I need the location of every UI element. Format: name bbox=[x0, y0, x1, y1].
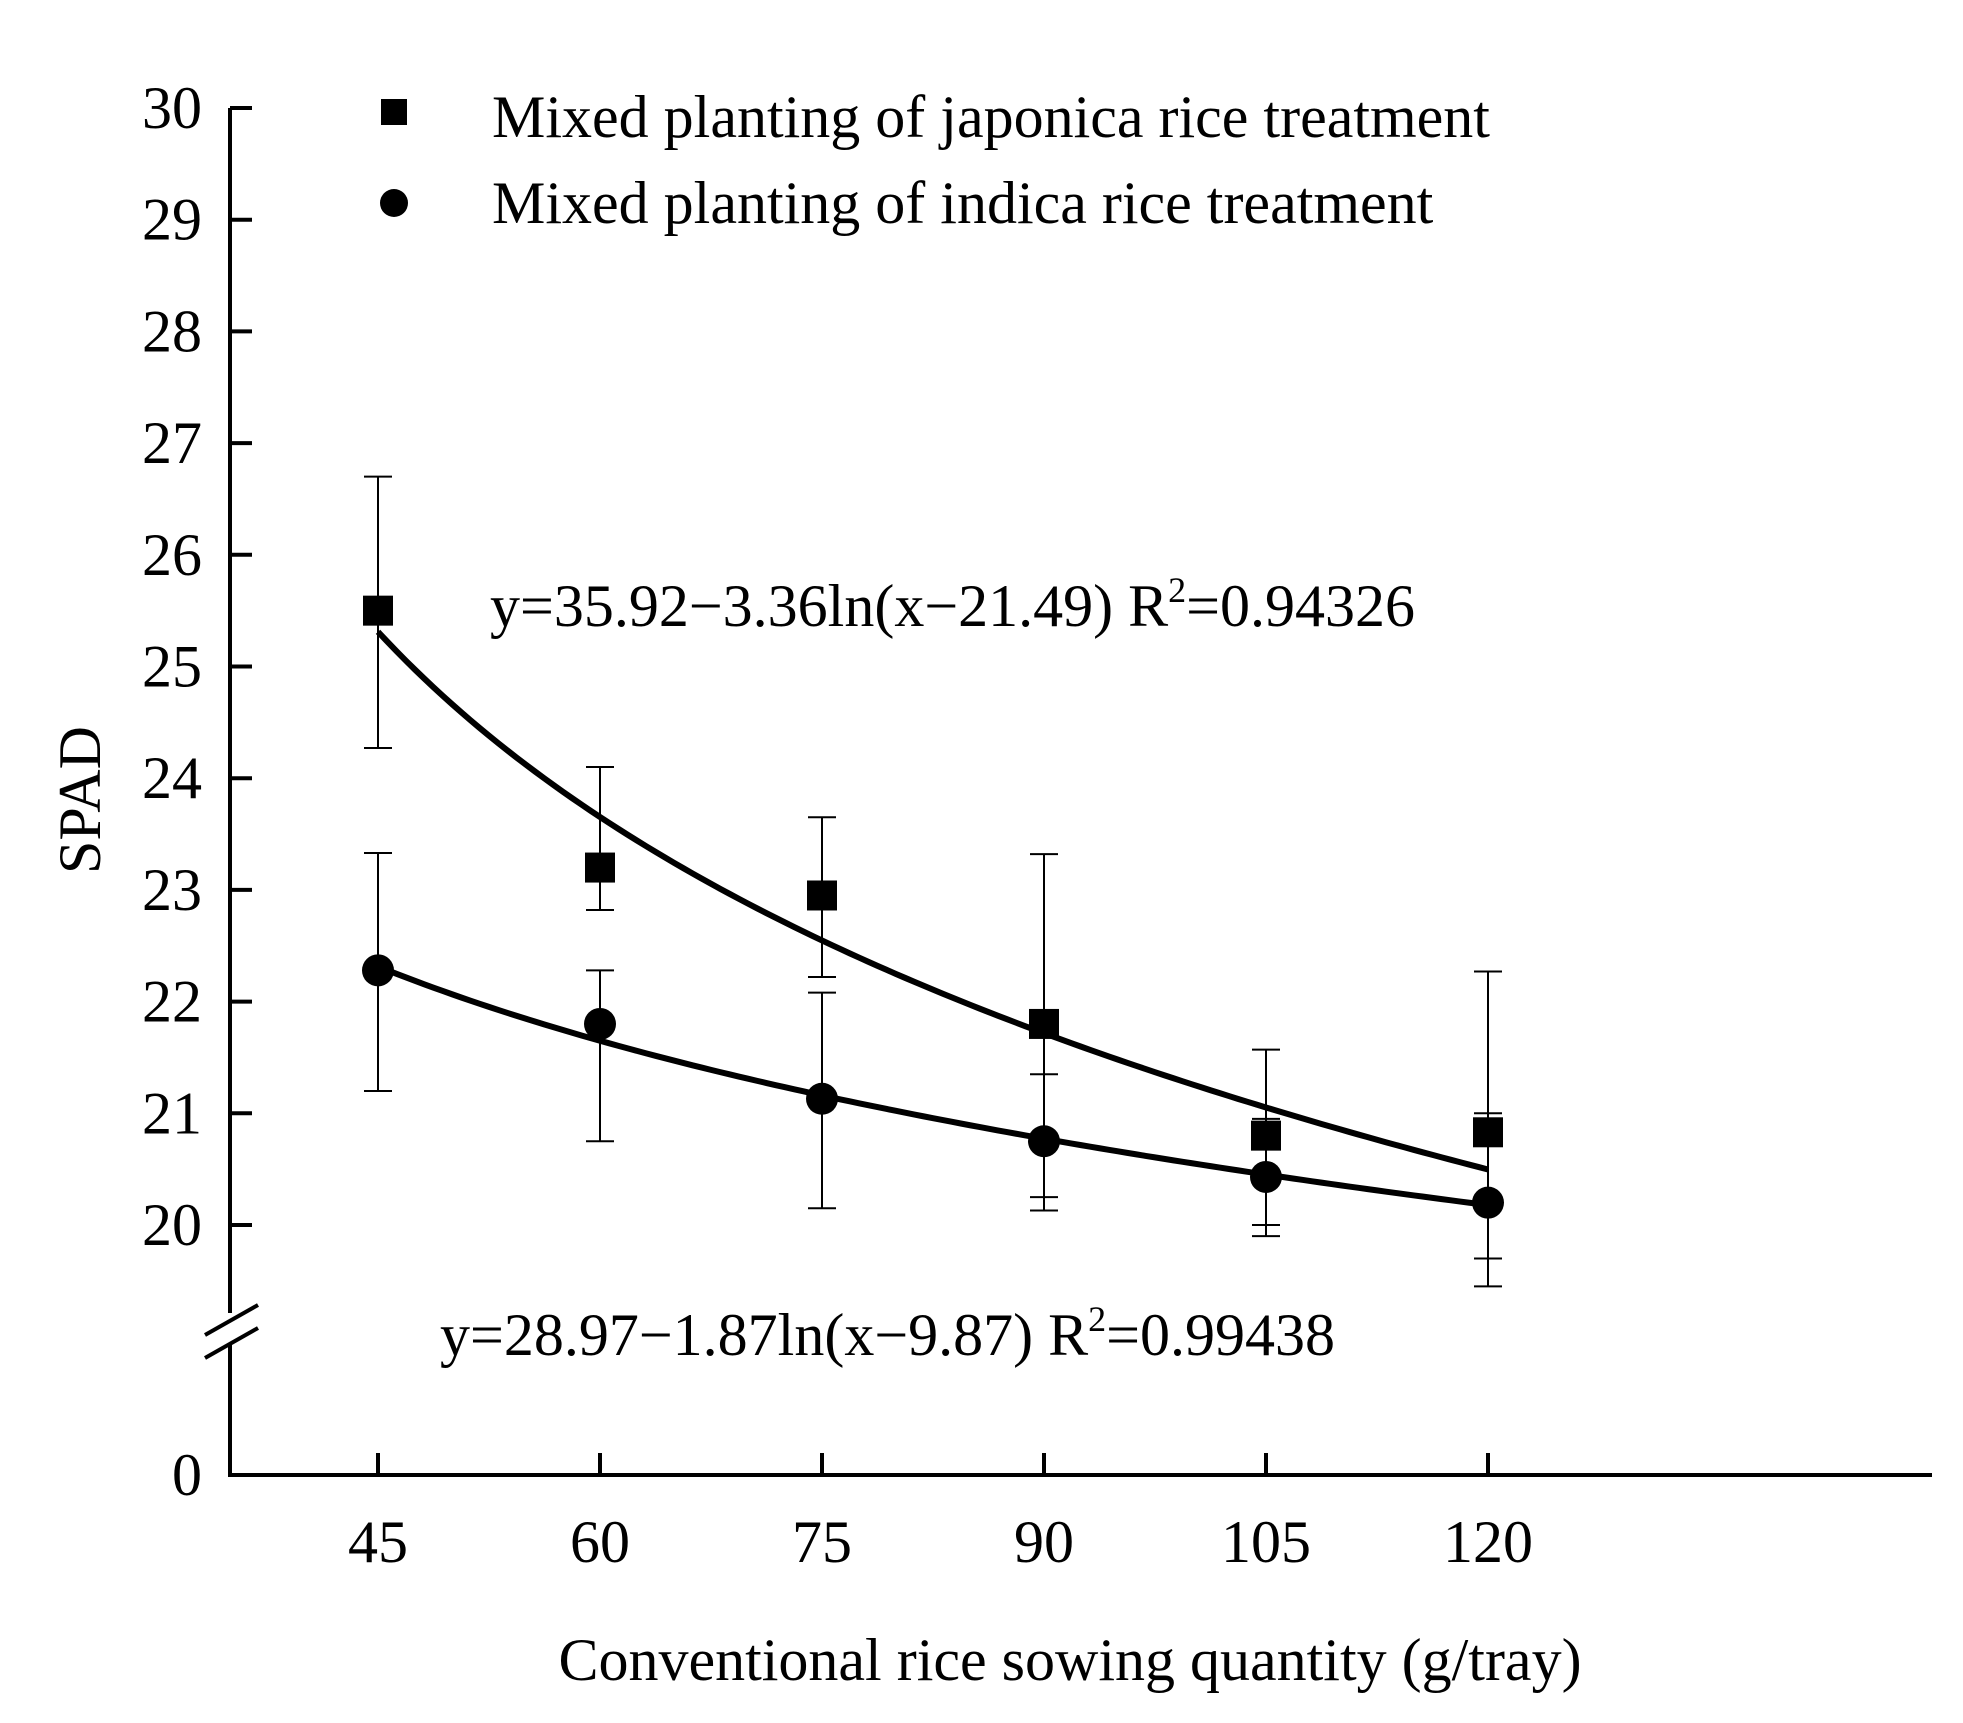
markers bbox=[362, 595, 1504, 1219]
y-tick-label: 29 bbox=[142, 187, 202, 253]
axis-break-mark-1 bbox=[204, 1303, 259, 1337]
x-tick-label: 90 bbox=[1014, 1509, 1074, 1575]
indica-point bbox=[362, 954, 394, 987]
x-tick-label: 60 bbox=[570, 1509, 630, 1575]
indica-point bbox=[1028, 1125, 1060, 1158]
legend-square-marker bbox=[381, 99, 407, 125]
y-tick-label: 22 bbox=[142, 969, 202, 1035]
x-ticks: 45 60 75 90 105 120 bbox=[348, 1453, 1533, 1575]
japonica-point bbox=[1029, 1008, 1059, 1039]
indica-point bbox=[1250, 1160, 1282, 1193]
japonica-point bbox=[363, 595, 393, 626]
legend-label-indica: Mixed planting of indica rice treatment bbox=[492, 170, 1434, 236]
y-tick-label: 25 bbox=[142, 634, 202, 700]
y-tick-label: 21 bbox=[142, 1080, 202, 1146]
japonica-point bbox=[1473, 1117, 1503, 1148]
y-ticks: 0 20 21 22 23 24 25 26 27 28 29 30 bbox=[142, 75, 252, 1508]
fit-curves bbox=[375, 629, 1489, 1209]
y-axis-title: SPAD bbox=[47, 726, 113, 874]
y-tick-label: 23 bbox=[142, 857, 202, 923]
japonica-point bbox=[585, 852, 615, 883]
legend-label-japonica: Mixed planting of japonica rice treatmen… bbox=[492, 84, 1490, 150]
japonica-point bbox=[1251, 1120, 1281, 1151]
y-tick-label: 28 bbox=[142, 298, 202, 364]
x-axis-title: Conventional rice sowing quantity (g/tra… bbox=[558, 1627, 1581, 1693]
axis-break-mark-2 bbox=[204, 1326, 259, 1360]
legend: Mixed planting of japonica rice treatmen… bbox=[380, 84, 1490, 236]
japonica-point bbox=[807, 880, 837, 911]
y-tick-label: 30 bbox=[142, 75, 202, 141]
y-tick-label: 24 bbox=[142, 745, 202, 811]
legend-circle-marker bbox=[380, 189, 408, 217]
indica-point bbox=[806, 1082, 838, 1115]
equation-japonica: y=35.92−3.36ln(x−21.49) R2=0.94326 bbox=[490, 570, 1415, 639]
x-tick-label: 120 bbox=[1443, 1509, 1533, 1575]
indica-point bbox=[1472, 1186, 1504, 1219]
fit-curve-japonica bbox=[375, 629, 1489, 1173]
fit-curve-indica bbox=[376, 963, 1489, 1209]
equation-indica: y=28.97−1.87ln(x−9.87) R2=0.99438 bbox=[440, 1299, 1335, 1368]
x-tick-label: 45 bbox=[348, 1509, 408, 1575]
y-tick-label: 0 bbox=[172, 1442, 202, 1508]
x-tick-label: 105 bbox=[1221, 1509, 1311, 1575]
y-tick-label: 26 bbox=[142, 522, 202, 588]
y-tick-label: 20 bbox=[142, 1192, 202, 1258]
x-tick-label: 75 bbox=[792, 1509, 852, 1575]
indica-point bbox=[584, 1007, 616, 1040]
y-tick-label: 27 bbox=[142, 410, 202, 476]
